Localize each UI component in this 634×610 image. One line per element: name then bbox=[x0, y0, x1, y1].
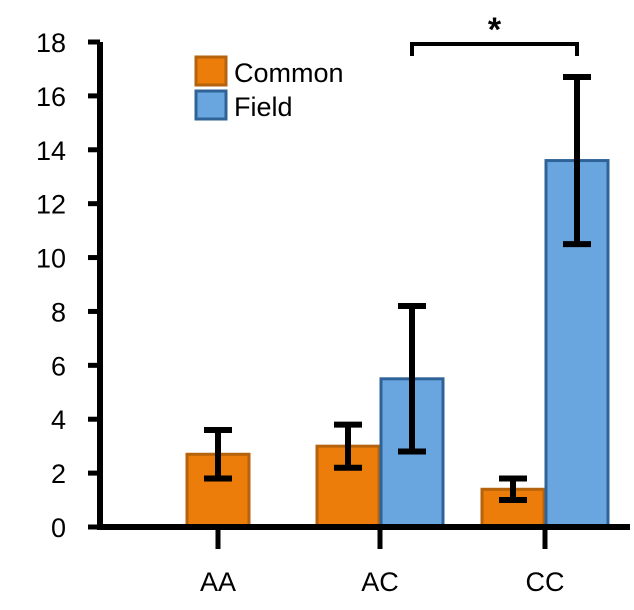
legend-label-common: Common bbox=[234, 58, 344, 88]
y-tick-label: 2 bbox=[51, 459, 66, 489]
y-tick-label: 16 bbox=[36, 82, 66, 112]
y-tick-label: 8 bbox=[51, 297, 66, 327]
y-axis-ticks: 0 2 4 6 8 10 12 14 16 18 bbox=[36, 28, 100, 543]
x-axis-ticks: AA AC CC bbox=[200, 527, 565, 597]
y-tick-label: 18 bbox=[36, 28, 66, 58]
bars bbox=[185, 159, 610, 529]
axes bbox=[97, 42, 630, 530]
legend-swatch-field bbox=[194, 89, 228, 121]
x-tick-label: AA bbox=[200, 567, 236, 597]
y-tick-label: 6 bbox=[51, 351, 66, 381]
y-tick-label: 12 bbox=[36, 190, 66, 220]
legend-label-field: Field bbox=[234, 92, 293, 122]
legend: Common Field bbox=[194, 55, 344, 122]
error-bars bbox=[204, 74, 591, 504]
y-tick-label: 4 bbox=[51, 405, 66, 435]
y-tick-label: 14 bbox=[36, 136, 66, 166]
significance-star: * bbox=[488, 11, 502, 49]
significance-bracket bbox=[410, 42, 579, 56]
y-tick-label: 10 bbox=[36, 244, 66, 274]
significance-annotation: * bbox=[410, 11, 579, 56]
x-tick-label: CC bbox=[526, 567, 565, 597]
legend-swatch-common bbox=[194, 55, 228, 87]
y-tick-label: 0 bbox=[51, 513, 66, 543]
x-tick-label: AC bbox=[361, 567, 399, 597]
